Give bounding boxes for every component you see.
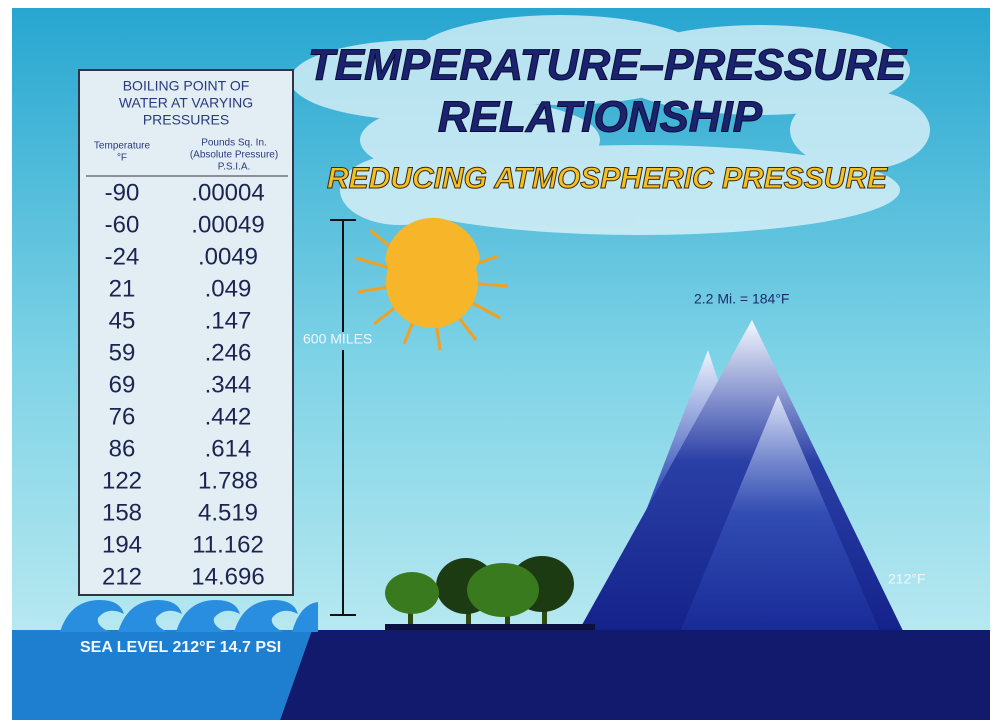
table-cell: .442 — [205, 403, 252, 430]
column-header: Pounds Sq. In. — [201, 138, 267, 149]
ground — [280, 630, 990, 720]
table-cell: 4.519 — [198, 499, 258, 526]
title: RELATIONSHIP — [438, 93, 763, 142]
table-header: WATER AT VARYING — [119, 95, 253, 111]
column-header: P.S.I.A. — [218, 162, 251, 173]
table-cell: -24 — [105, 243, 140, 270]
table-header: BOILING POINT OF — [123, 78, 250, 94]
table-header: PRESSURES — [143, 112, 229, 128]
table-cell: 14.696 — [191, 563, 264, 590]
column-header: Temperature — [94, 141, 151, 152]
table-cell: .147 — [205, 307, 252, 334]
table-cell: 194 — [102, 531, 142, 558]
table-cell: 158 — [102, 499, 142, 526]
table-cell: .246 — [205, 339, 252, 366]
ground-line — [385, 624, 595, 630]
table-cell: 212 — [102, 563, 142, 590]
base-label: 212°F — [888, 571, 926, 587]
title: TEMPERATURE–PRESSURE — [308, 41, 908, 90]
altitude-label: 2.2 Mi. = 184°F — [694, 291, 789, 307]
distance-label: 600 MILES — [303, 331, 372, 347]
table-cell: -60 — [105, 211, 140, 238]
table-cell: 76 — [109, 403, 136, 430]
column-header: °F — [117, 153, 127, 164]
table-cell: .344 — [205, 371, 252, 398]
sea-level-label: SEA LEVEL 212°F 14.7 PSI — [80, 639, 281, 656]
table-cell: -90 — [105, 179, 140, 206]
column-header: (Absolute Pressure) — [190, 150, 278, 161]
table-cell: .00049 — [191, 211, 264, 238]
table-cell: 122 — [102, 467, 142, 494]
table-cell: 69 — [109, 371, 136, 398]
table-cell: .00004 — [191, 179, 264, 206]
table-cell: 11.162 — [192, 531, 264, 558]
table-cell: .614 — [205, 435, 252, 462]
table-cell: 45 — [109, 307, 136, 334]
subtitle: REDUCING ATMOSPHERIC PRESSURE — [327, 162, 888, 195]
table-cell: 21 — [109, 275, 136, 302]
table-cell: 1.788 — [198, 467, 258, 494]
table-cell: .0049 — [198, 243, 258, 270]
scene: TEMPERATURE–PRESSURE RELATIONSHIP REDUCI… — [0, 0, 997, 728]
table-cell: .049 — [205, 275, 252, 302]
table-cell: 86 — [109, 435, 136, 462]
table-cell: 59 — [109, 339, 136, 366]
